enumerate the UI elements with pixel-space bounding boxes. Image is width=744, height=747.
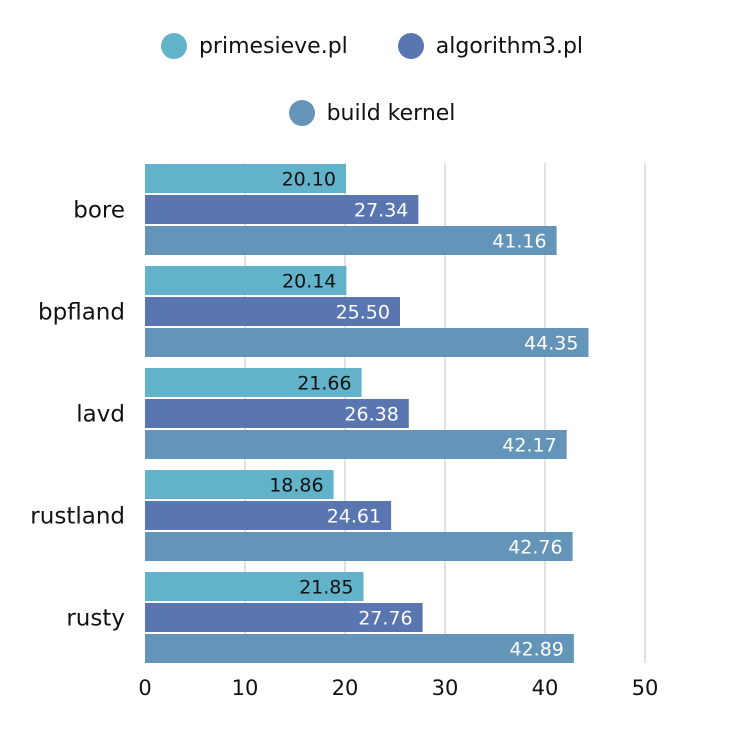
value-label-rusty-0: 21.85 (299, 577, 353, 599)
legend-label-build-kernel: build kernel (326, 100, 456, 126)
x-tick-label-5: 50 (632, 676, 659, 700)
bar-rustland-1 (145, 501, 392, 530)
value-label-bore-2: 41.16 (492, 231, 546, 253)
value-label-rusty-2: 42.89 (509, 639, 563, 661)
bar-bore-1 (145, 195, 419, 224)
value-label-lavd-1: 26.38 (344, 404, 398, 426)
value-label-bore-1: 27.34 (354, 200, 408, 222)
value-label-bpfland-1: 25.50 (336, 302, 390, 324)
category-label-rustland: rustland (30, 504, 125, 530)
x-tick-label-1: 10 (232, 676, 259, 700)
value-label-bpfland-0: 20.14 (282, 271, 336, 293)
bar-bpfland-1 (145, 297, 400, 326)
bar-rusty-1 (145, 603, 423, 632)
bar-bpfland-0 (145, 266, 347, 295)
value-label-bore-0: 20.10 (282, 169, 336, 191)
legend-swatch-algorithm3 (397, 33, 424, 59)
value-label-lavd-0: 21.66 (297, 373, 351, 395)
legend-row-1: primesieve.pl algorithm3.pl (0, 33, 744, 59)
legend-item-build-kernel[interactable]: build kernel (288, 100, 456, 126)
category-label-bpfland: bpfland (38, 300, 125, 326)
legend-label-algorithm3: algorithm3.pl (435, 33, 584, 59)
value-label-rustland-2: 42.76 (508, 537, 562, 559)
x-tick-label-2: 20 (332, 676, 359, 700)
value-label-rusty-1: 27.76 (358, 608, 412, 630)
bar-bore-0 (145, 164, 346, 193)
category-label-bore: bore (73, 198, 125, 224)
x-tick-label-3: 30 (432, 676, 459, 700)
category-label-lavd: lavd (76, 402, 125, 428)
legend-item-algorithm3[interactable]: algorithm3.pl (397, 33, 584, 59)
bar-rusty-2 (145, 634, 574, 663)
bar-rustland-2 (145, 532, 573, 561)
value-label-lavd-2: 42.17 (502, 435, 556, 457)
legend-swatch-build-kernel (288, 100, 315, 126)
bar-bore-2 (145, 226, 557, 255)
x-tick-label-4: 40 (532, 676, 559, 700)
legend-swatch-primesieve (160, 33, 187, 59)
bar-lavd-2 (145, 430, 567, 459)
value-label-rustland-1: 24.61 (327, 506, 381, 528)
legend-item-primesieve[interactable]: primesieve.pl (160, 33, 348, 59)
bar-rustland-0 (145, 470, 334, 499)
bar-bpfland-2 (145, 328, 589, 357)
legend-row-2: build kernel (0, 100, 744, 126)
category-label-rusty: rusty (66, 606, 125, 632)
value-label-rustland-0: 18.86 (269, 475, 323, 497)
value-label-bpfland-2: 44.35 (524, 333, 578, 355)
bar-rusty-0 (145, 572, 364, 601)
x-tick-label-0: 0 (138, 676, 151, 700)
bar-lavd-0 (145, 368, 362, 397)
legend-label-primesieve: primesieve.pl (198, 33, 348, 59)
bar-lavd-1 (145, 399, 409, 428)
